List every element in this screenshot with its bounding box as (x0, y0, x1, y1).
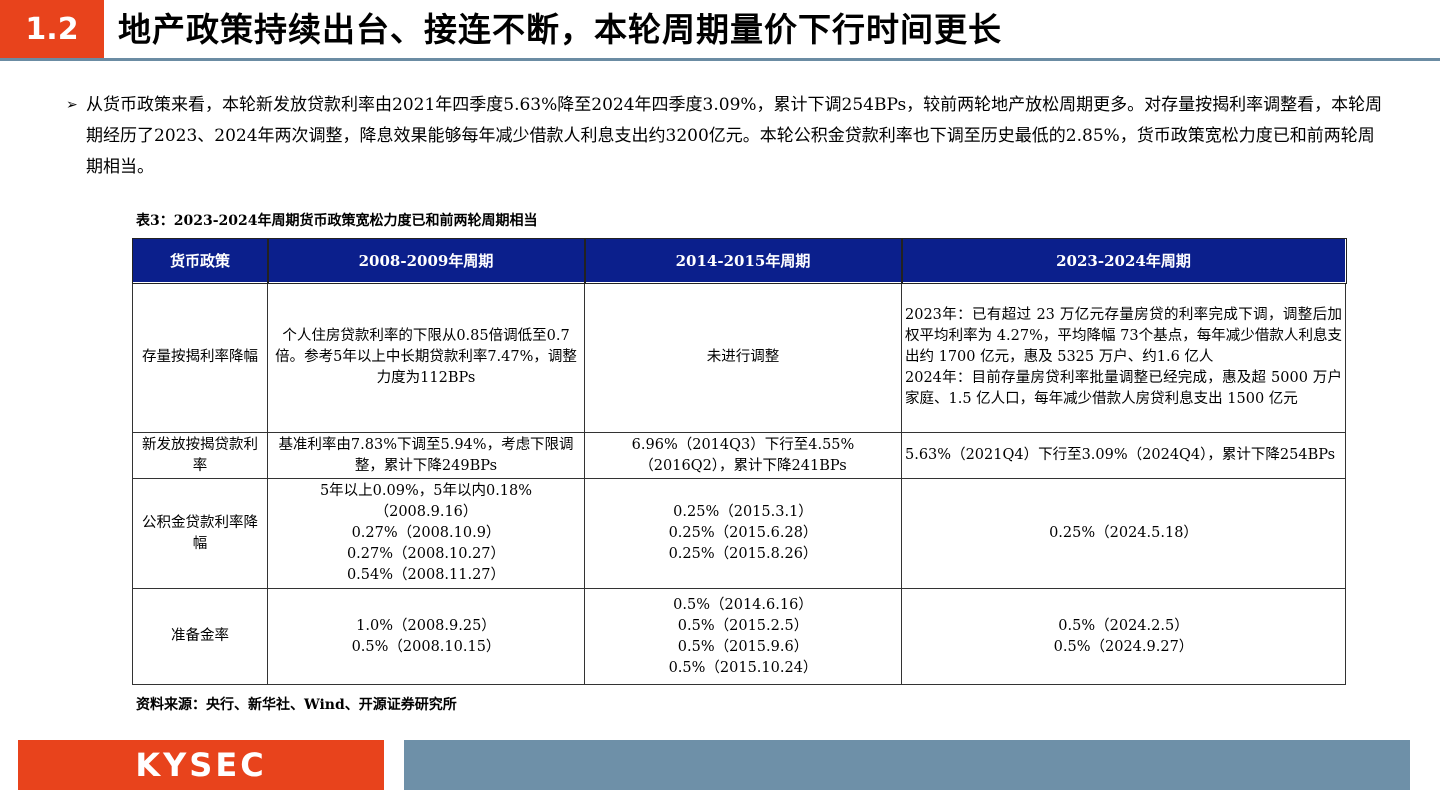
cell-line: （2008.9.16） (374, 504, 478, 520)
cell-line: 0.25%（2015.6.28） (668, 525, 818, 541)
row-label: 存量按揭利率降幅 (132, 282, 268, 433)
bullet-arrow-icon: ➢ (66, 97, 78, 113)
summary-text: 从货币政策来看，本轮新发放贷款利率由2021年四季度5.63%降至2024年四季… (86, 95, 1383, 177)
cell-2014-2015: 6.96%（2014Q3）下行至4.55% （2016Q2），累计下降241BP… (584, 432, 902, 479)
header-2008-2009: 2008-2009年周期 (266, 237, 586, 284)
table-header-row: 货币政策 2008-2009年周期 2014-2015年周期 2023-2024… (131, 237, 1347, 284)
footer-bar (404, 740, 1410, 790)
kysec-logo: KYSEC (18, 740, 384, 790)
cell-line: 0.5%（2024.9.27） (1053, 638, 1194, 655)
row-label: 准备金率 (132, 588, 268, 685)
cell-line: 0.5%（2024.2.5） (1058, 617, 1189, 634)
table-source-note: 资料来源：央行、新华社、Wind、开源证券研究所 (136, 697, 457, 713)
table-row: 准备金率 1.0%（2008.9.25） 0.5%（2008.10.15） 0.… (132, 588, 1346, 685)
monetary-policy-table: 货币政策 2008-2009年周期 2014-2015年周期 2023-2024… (131, 237, 1347, 685)
cell-2008-2009: 1.0%（2008.9.25） 0.5%（2008.10.15） (267, 588, 585, 685)
cell-2023-2024: 0.5%（2024.2.5） 0.5%（2024.9.27） (901, 588, 1346, 685)
cell-2014-2015: 0.5%（2014.6.16） 0.5%（2015.2.5） 0.5%（2015… (584, 588, 902, 685)
cell-2008-2009: 5年以上0.09%，5年以内0.18% （2008.9.16） 0.27%（20… (267, 478, 585, 589)
page-title: 地产政策持续出台、接连不断，本轮周期量价下行时间更长 (118, 10, 1002, 49)
cell-line: 0.5%（2015.9.6） (677, 638, 809, 655)
header-divider (0, 58, 1440, 61)
cell-line: 0.5%（2015.10.24） (668, 659, 818, 676)
cell-line: 6.96%（2014Q3）下行至4.55% (631, 436, 855, 453)
cell-line: 0.25%（2024.5.18） (1049, 525, 1198, 541)
cell-2014-2015: 未进行调整 (584, 282, 902, 433)
table-caption: 表3：2023-2024年周期货币政策宽松力度已和前两轮周期相当 (136, 213, 538, 229)
cell-line: 0.25%（2015.3.1） (673, 504, 813, 520)
cell-line: 0.25%（2015.8.26） (668, 546, 818, 562)
cell-line: 0.27%（2008.10.27） (346, 546, 506, 562)
row-label: 新发放按揭贷款利率 (132, 432, 268, 479)
cell-2008-2009: 个人住房贷款利率的下限从0.85倍调低至0.7倍。参考5年以上中长期贷款利率7.… (267, 282, 585, 433)
cell-2014-2015: 0.25%（2015.3.1） 0.25%（2015.6.28） 0.25%（2… (584, 478, 902, 589)
cell-2023-2024: 5.63%（2021Q4）下行至3.09%（2024Q4），累计下降254BPs (901, 432, 1346, 479)
row-label: 公积金贷款利率降幅 (132, 478, 268, 589)
logo-text: KYSEC (135, 746, 267, 784)
cell-line: 0.54%（2008.11.27） (346, 567, 506, 583)
table-row: 存量按揭利率降幅 个人住房贷款利率的下限从0.85倍调低至0.7倍。参考5年以上… (132, 282, 1346, 433)
header-policy: 货币政策 (131, 237, 269, 284)
cell-line: 0.5%（2008.10.15） (351, 638, 501, 655)
cell-2008-2009: 基准利率由7.83%下调至5.94%，考虑下限调整，累计下降249BPs (267, 432, 585, 479)
cell-line: 0.5%（2014.6.16） (673, 596, 813, 613)
cell-line: 1.0%（2008.9.25） (356, 617, 496, 634)
cell-line: 5年以上0.09%，5年以内0.18% (319, 483, 533, 499)
cell-2023-2024: 2023年：已有超过 23 万亿元存量房贷的利率完成下调，调整后加权平均利率为 … (901, 282, 1346, 433)
section-number-badge: 1.2 (0, 0, 104, 58)
cell-line: （2016Q2），累计下降241BPs (639, 457, 847, 474)
cell-2023-2024: 0.25%（2024.5.18） (901, 478, 1346, 589)
table-row: 公积金贷款利率降幅 5年以上0.09%，5年以内0.18% （2008.9.16… (132, 478, 1346, 589)
cell-line: 0.5%（2015.2.5） (677, 617, 809, 634)
table-row: 新发放按揭贷款利率 基准利率由7.83%下调至5.94%，考虑下限调整，累计下降… (132, 432, 1346, 479)
summary-paragraph: ➢ 从货币政策来看，本轮新发放贷款利率由2021年四季度5.63%降至2024年… (66, 90, 1386, 183)
cell-line: 0.27%（2008.10.9） (351, 525, 501, 541)
header-2023-2024: 2023-2024年周期 (900, 237, 1347, 284)
header-2014-2015: 2014-2015年周期 (583, 237, 903, 284)
